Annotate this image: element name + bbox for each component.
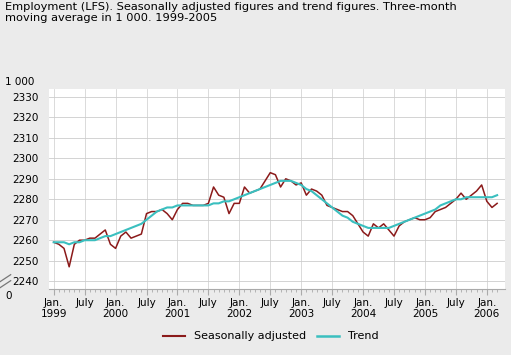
Text: Employment (LFS). Seasonally adjusted figures and trend figures. Three-month
mov: Employment (LFS). Seasonally adjusted fi…: [5, 2, 457, 23]
Text: 1 000: 1 000: [5, 77, 35, 87]
Legend: Seasonally adjusted, Trend: Seasonally adjusted, Trend: [158, 327, 383, 346]
Text: 0: 0: [5, 291, 12, 301]
